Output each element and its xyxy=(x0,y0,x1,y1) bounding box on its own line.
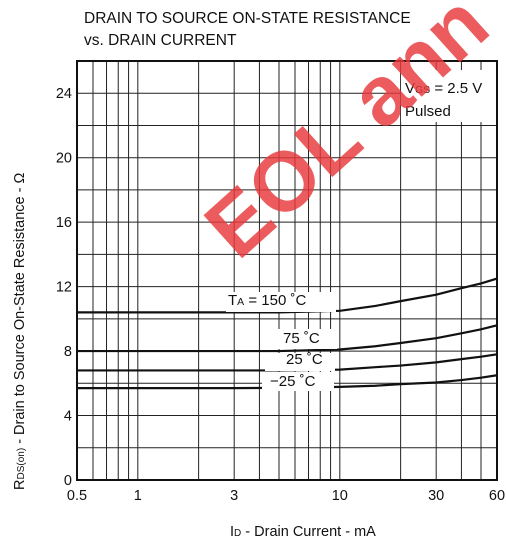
series-line xyxy=(77,277,498,314)
chart-title-line-2: vs. DRAIN CURRENT xyxy=(84,32,237,49)
y-tick-label: 16 xyxy=(56,215,72,231)
series-lines: TA = 150 ˚C 75 ˚C 25 ˚C −25 ˚C xyxy=(77,277,498,391)
series-label-backdrop xyxy=(265,353,335,371)
series-label-backdrop xyxy=(262,372,334,391)
series-label-backdrop xyxy=(226,292,336,312)
series-label-backdrop xyxy=(265,329,337,349)
series-label: TA = 150 ˚C xyxy=(228,292,306,309)
y-tick-label: 24 xyxy=(56,86,72,102)
y-tick-label: 4 xyxy=(64,409,72,425)
series-label: 75 ˚C xyxy=(283,330,320,347)
y-tick-label: 0 xyxy=(64,473,72,489)
series-label: 25 ˚C xyxy=(286,351,323,368)
y-tick-label: 8 xyxy=(64,344,72,360)
x-tick-label: 60 xyxy=(489,488,505,504)
x-tick-label: 1 xyxy=(134,488,142,504)
annotation-backdrop xyxy=(401,70,496,122)
plot-frame xyxy=(76,60,498,481)
chart-title: DRAIN TO SOURCE ON-STATE RESISTANCE vs. … xyxy=(84,10,411,49)
x-tick-label: 0.5 xyxy=(67,488,87,504)
series-line xyxy=(77,324,498,353)
x-axis-label: ID - Drain Current - mA xyxy=(230,524,376,540)
y-tick-label: 12 xyxy=(56,280,72,296)
tick-labels: 0.5 1 3 10 30 60 0 4 8 12 16 20 24 xyxy=(56,86,505,504)
annotation-pulsed: Pulsed xyxy=(405,103,451,120)
series-label: −25 ˚C xyxy=(270,373,316,390)
x-tick-label: 10 xyxy=(332,488,348,504)
x-tick-label: 3 xyxy=(230,488,238,504)
series-line xyxy=(77,353,498,372)
y-axis-label: RDS(on) - Drain to Source On-State Resis… xyxy=(12,173,28,490)
x-tick-label: 30 xyxy=(428,488,444,504)
annotation-vgs: VGS = 2.5 V xyxy=(405,80,482,97)
conditions-annotation: VGS = 2.5 V Pulsed xyxy=(401,70,496,122)
series-line xyxy=(77,374,498,390)
chart-title-line-1: DRAIN TO SOURCE ON-STATE RESISTANCE xyxy=(84,10,411,27)
y-tick-label: 20 xyxy=(56,151,72,167)
